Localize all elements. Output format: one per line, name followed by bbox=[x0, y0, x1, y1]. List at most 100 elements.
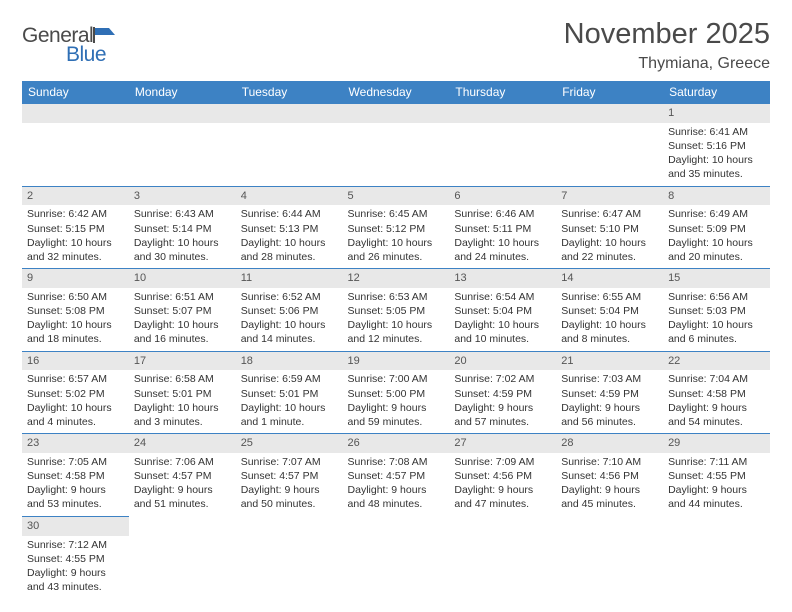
day-details: Sunrise: 7:12 AMSunset: 4:55 PMDaylight:… bbox=[22, 536, 129, 599]
calendar-day-cell: 18Sunrise: 6:59 AMSunset: 5:01 PMDayligh… bbox=[236, 351, 343, 434]
sunset-text: Sunset: 4:58 PM bbox=[27, 469, 124, 483]
daylight-text: and 53 minutes. bbox=[27, 497, 124, 511]
sunrise-text: Sunrise: 6:51 AM bbox=[134, 290, 231, 304]
day-number: 19 bbox=[343, 352, 450, 371]
daylight-text: Daylight: 9 hours bbox=[27, 566, 124, 580]
daylight-text: and 3 minutes. bbox=[134, 415, 231, 429]
logo: General Blue bbox=[22, 18, 117, 67]
daylight-text: and 26 minutes. bbox=[348, 250, 445, 264]
calendar-week-row: 2Sunrise: 6:42 AMSunset: 5:15 PMDaylight… bbox=[22, 186, 770, 269]
day-details: Sunrise: 6:53 AMSunset: 5:05 PMDaylight:… bbox=[343, 288, 450, 351]
daylight-text: and 18 minutes. bbox=[27, 332, 124, 346]
daylight-text: Daylight: 9 hours bbox=[561, 401, 658, 415]
day-details: Sunrise: 7:00 AMSunset: 5:00 PMDaylight:… bbox=[343, 370, 450, 433]
weekday-header-row: Sunday Monday Tuesday Wednesday Thursday… bbox=[22, 81, 770, 104]
daylight-text: Daylight: 10 hours bbox=[134, 236, 231, 250]
day-details: Sunrise: 6:41 AMSunset: 5:16 PMDaylight:… bbox=[663, 123, 770, 186]
day-number: 14 bbox=[556, 269, 663, 288]
day-details: Sunrise: 6:58 AMSunset: 5:01 PMDaylight:… bbox=[129, 370, 236, 433]
sunset-text: Sunset: 5:05 PM bbox=[348, 304, 445, 318]
calendar-week-row: 16Sunrise: 6:57 AMSunset: 5:02 PMDayligh… bbox=[22, 351, 770, 434]
sunrise-text: Sunrise: 7:09 AM bbox=[454, 455, 551, 469]
daylight-text: Daylight: 10 hours bbox=[668, 318, 765, 332]
day-details: Sunrise: 7:11 AMSunset: 4:55 PMDaylight:… bbox=[663, 453, 770, 516]
calendar-empty-cell bbox=[129, 516, 236, 599]
day-details: Sunrise: 6:44 AMSunset: 5:13 PMDaylight:… bbox=[236, 205, 343, 268]
weekday-header: Monday bbox=[129, 81, 236, 104]
daylight-text: and 59 minutes. bbox=[348, 415, 445, 429]
daylight-text: and 45 minutes. bbox=[561, 497, 658, 511]
day-details: Sunrise: 7:05 AMSunset: 4:58 PMDaylight:… bbox=[22, 453, 129, 516]
calendar-empty-cell bbox=[129, 104, 236, 186]
daylight-text: Daylight: 9 hours bbox=[668, 401, 765, 415]
calendar-day-cell: 27Sunrise: 7:09 AMSunset: 4:56 PMDayligh… bbox=[449, 433, 556, 516]
day-number: 6 bbox=[449, 187, 556, 206]
day-details: Sunrise: 7:02 AMSunset: 4:59 PMDaylight:… bbox=[449, 370, 556, 433]
calendar-day-cell: 2Sunrise: 6:42 AMSunset: 5:15 PMDaylight… bbox=[22, 186, 129, 269]
page-title: November 2025 bbox=[564, 18, 770, 51]
sunset-text: Sunset: 4:57 PM bbox=[134, 469, 231, 483]
daylight-text: and 44 minutes. bbox=[668, 497, 765, 511]
calendar-day-cell: 19Sunrise: 7:00 AMSunset: 5:00 PMDayligh… bbox=[343, 351, 450, 434]
sunset-text: Sunset: 5:06 PM bbox=[241, 304, 338, 318]
day-details: Sunrise: 6:57 AMSunset: 5:02 PMDaylight:… bbox=[22, 370, 129, 433]
sunrise-text: Sunrise: 6:59 AM bbox=[241, 372, 338, 386]
sunset-text: Sunset: 5:04 PM bbox=[561, 304, 658, 318]
calendar-empty-cell bbox=[556, 104, 663, 186]
calendar-empty-cell bbox=[449, 516, 556, 599]
daylight-text: Daylight: 9 hours bbox=[561, 483, 658, 497]
calendar-day-cell: 12Sunrise: 6:53 AMSunset: 5:05 PMDayligh… bbox=[343, 268, 450, 351]
sunrise-text: Sunrise: 6:47 AM bbox=[561, 207, 658, 221]
calendar-day-cell: 20Sunrise: 7:02 AMSunset: 4:59 PMDayligh… bbox=[449, 351, 556, 434]
day-details: Sunrise: 6:46 AMSunset: 5:11 PMDaylight:… bbox=[449, 205, 556, 268]
day-details: Sunrise: 6:49 AMSunset: 5:09 PMDaylight:… bbox=[663, 205, 770, 268]
daylight-text: Daylight: 9 hours bbox=[668, 483, 765, 497]
day-details: Sunrise: 6:51 AMSunset: 5:07 PMDaylight:… bbox=[129, 288, 236, 351]
sunset-text: Sunset: 4:59 PM bbox=[561, 387, 658, 401]
daylight-text: Daylight: 9 hours bbox=[348, 401, 445, 415]
sunset-text: Sunset: 5:08 PM bbox=[27, 304, 124, 318]
day-number: 9 bbox=[22, 269, 129, 288]
calendar-day-cell: 21Sunrise: 7:03 AMSunset: 4:59 PMDayligh… bbox=[556, 351, 663, 434]
sunset-text: Sunset: 5:16 PM bbox=[668, 139, 765, 153]
day-details: Sunrise: 6:52 AMSunset: 5:06 PMDaylight:… bbox=[236, 288, 343, 351]
day-number: 24 bbox=[129, 434, 236, 453]
daylight-text: and 6 minutes. bbox=[668, 332, 765, 346]
calendar-empty-cell bbox=[343, 516, 450, 599]
calendar-day-cell: 7Sunrise: 6:47 AMSunset: 5:10 PMDaylight… bbox=[556, 186, 663, 269]
day-number: 18 bbox=[236, 352, 343, 371]
daylight-text: Daylight: 9 hours bbox=[134, 483, 231, 497]
calendar-day-cell: 4Sunrise: 6:44 AMSunset: 5:13 PMDaylight… bbox=[236, 186, 343, 269]
day-number: 1 bbox=[663, 104, 770, 123]
weekday-header: Saturday bbox=[663, 81, 770, 104]
daylight-text: Daylight: 10 hours bbox=[27, 236, 124, 250]
sunset-text: Sunset: 5:01 PM bbox=[241, 387, 338, 401]
sunrise-text: Sunrise: 6:54 AM bbox=[454, 290, 551, 304]
day-number: 22 bbox=[663, 352, 770, 371]
daylight-text: Daylight: 10 hours bbox=[134, 401, 231, 415]
daylight-text: and 56 minutes. bbox=[561, 415, 658, 429]
sunset-text: Sunset: 5:04 PM bbox=[454, 304, 551, 318]
sunset-text: Sunset: 4:57 PM bbox=[241, 469, 338, 483]
calendar-day-cell: 5Sunrise: 6:45 AMSunset: 5:12 PMDaylight… bbox=[343, 186, 450, 269]
daylight-text: Daylight: 10 hours bbox=[27, 401, 124, 415]
calendar-day-cell: 24Sunrise: 7:06 AMSunset: 4:57 PMDayligh… bbox=[129, 433, 236, 516]
weekday-header: Wednesday bbox=[343, 81, 450, 104]
daylight-text: Daylight: 10 hours bbox=[454, 318, 551, 332]
daylight-text: Daylight: 10 hours bbox=[241, 401, 338, 415]
calendar-empty-cell bbox=[236, 516, 343, 599]
calendar-week-row: 1Sunrise: 6:41 AMSunset: 5:16 PMDaylight… bbox=[22, 104, 770, 186]
daylight-text: Daylight: 10 hours bbox=[134, 318, 231, 332]
sunrise-text: Sunrise: 7:02 AM bbox=[454, 372, 551, 386]
calendar-empty-cell bbox=[556, 516, 663, 599]
day-number: 15 bbox=[663, 269, 770, 288]
daylight-text: Daylight: 10 hours bbox=[348, 236, 445, 250]
sunset-text: Sunset: 4:55 PM bbox=[668, 469, 765, 483]
day-details: Sunrise: 6:50 AMSunset: 5:08 PMDaylight:… bbox=[22, 288, 129, 351]
calendar-day-cell: 26Sunrise: 7:08 AMSunset: 4:57 PMDayligh… bbox=[343, 433, 450, 516]
calendar-day-cell: 25Sunrise: 7:07 AMSunset: 4:57 PMDayligh… bbox=[236, 433, 343, 516]
sunrise-text: Sunrise: 6:52 AM bbox=[241, 290, 338, 304]
daylight-text: and 57 minutes. bbox=[454, 415, 551, 429]
daylight-text: Daylight: 9 hours bbox=[27, 483, 124, 497]
title-block: November 2025 Thymiana, Greece bbox=[564, 18, 770, 73]
